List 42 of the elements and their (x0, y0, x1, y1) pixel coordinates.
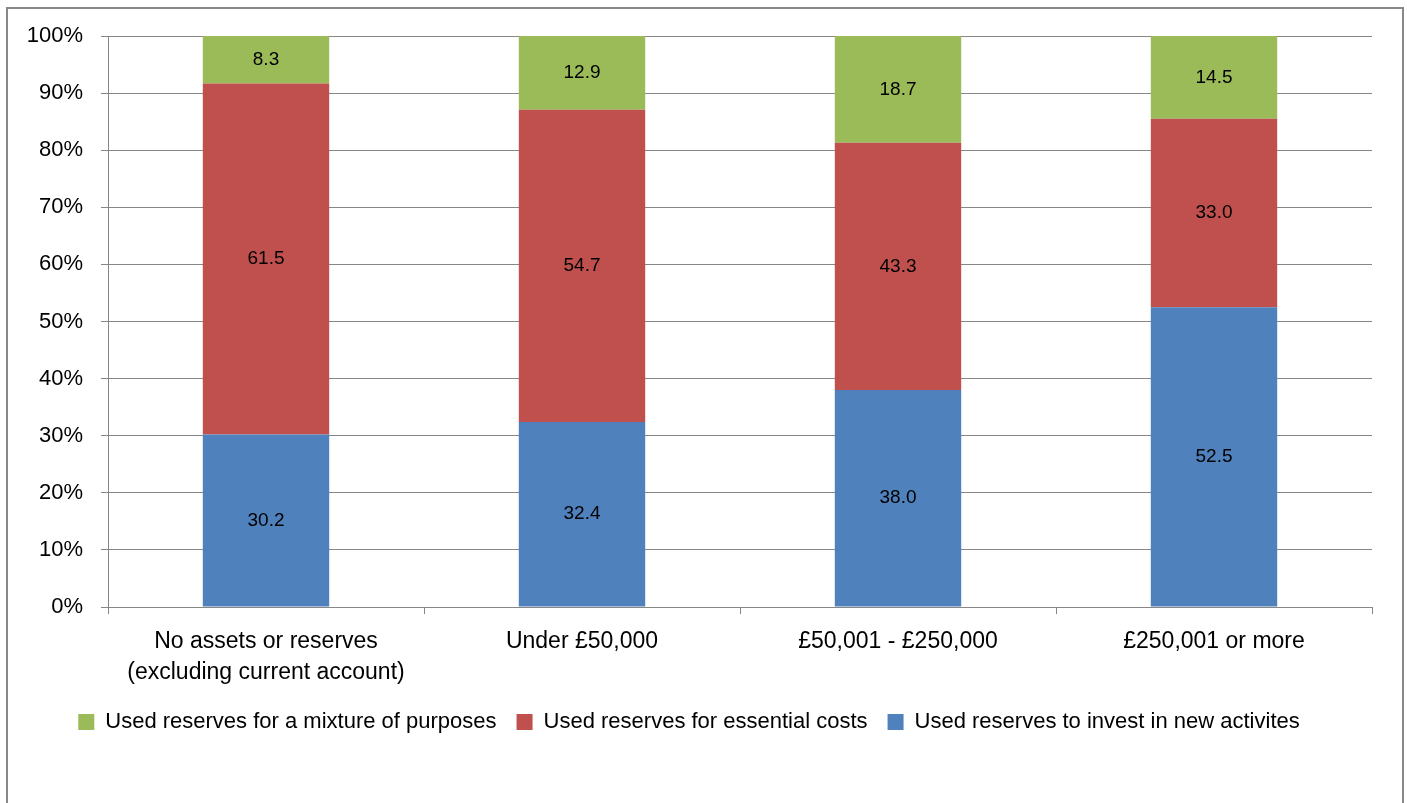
bar (1150, 36, 1278, 119)
data-label: 52.5 (1195, 445, 1233, 467)
y-tick-label: 20% (38, 478, 83, 504)
bar (834, 390, 962, 607)
legend-label: Used reserves for essential costs (543, 708, 868, 734)
x-tick-label: Under £50,000 (505, 626, 659, 653)
y-tick-label: 40% (38, 364, 83, 390)
y-tick-label: 70% (38, 193, 83, 219)
y-tick-label: 0% (51, 593, 83, 619)
legend-label: Used reserves to invest in new activites (914, 708, 1300, 734)
x-tick-label: £50,001 - £250,000 (798, 626, 998, 653)
bar (202, 434, 330, 607)
bar (1150, 118, 1278, 308)
data-label: 32.4 (563, 502, 601, 524)
data-label: 18.7 (879, 77, 917, 99)
data-label: 14.5 (1195, 65, 1233, 87)
data-label: 8.3 (252, 47, 280, 69)
data-label: 30.2 (247, 508, 285, 530)
x-tick-label: No assets or reserves (excluding current account) (127, 626, 405, 684)
y-tick-label: 60% (38, 250, 83, 276)
data-label: 33.0 (1195, 201, 1233, 223)
y-tick-label: 80% (38, 136, 83, 162)
y-tick-label: 10% (38, 535, 83, 561)
data-label: 61.5 (247, 247, 285, 269)
y-tick-label: 90% (38, 79, 83, 105)
y-tick-label: 50% (38, 307, 83, 333)
legend-label: Used reserves for a mixture of purposes (105, 708, 497, 734)
data-label: 54.7 (563, 254, 601, 276)
bar (202, 36, 330, 84)
y-tick-label: 30% (38, 421, 83, 447)
bar (202, 83, 330, 435)
data-label: 38.0 (879, 486, 917, 508)
x-tick-label: £250,001 or more (1123, 626, 1305, 653)
bar (518, 109, 646, 422)
bar (834, 142, 962, 391)
bar (834, 36, 962, 143)
bar (518, 422, 646, 607)
data-label: 12.9 (563, 61, 601, 83)
data-label: 43.3 (879, 254, 917, 276)
bar (518, 36, 646, 110)
bar (1150, 307, 1278, 607)
y-tick-label: 100% (26, 22, 83, 48)
